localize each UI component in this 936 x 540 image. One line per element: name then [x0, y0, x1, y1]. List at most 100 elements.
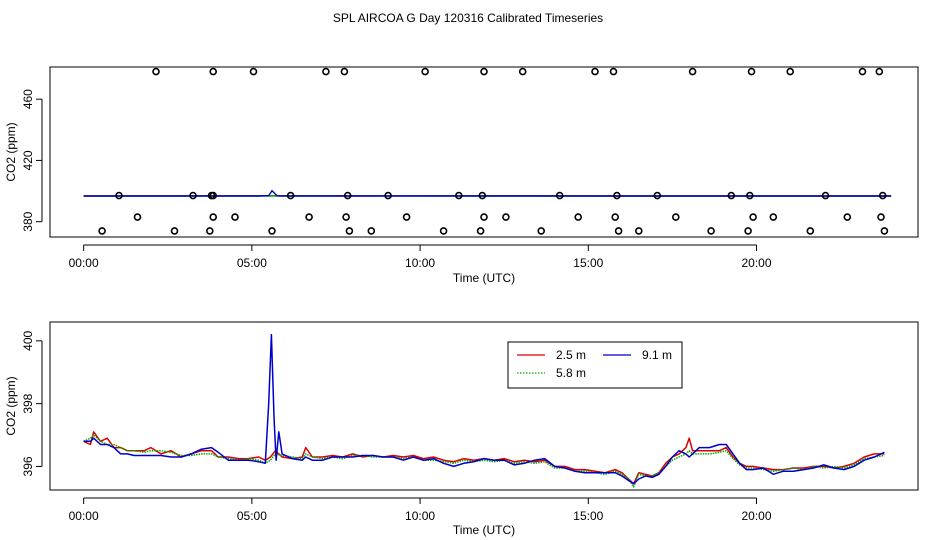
bottom-x-tick-label: 20:00 [741, 509, 771, 523]
top-data-point [480, 213, 488, 221]
top-data-point [345, 227, 354, 235]
top-data-point [749, 213, 757, 221]
top-data-point [877, 213, 885, 221]
top-x-tick-label: 20:00 [741, 256, 771, 270]
top-y-tick-label: 380 [21, 211, 35, 231]
top-data-point [518, 67, 527, 76]
bottom-xlabel: Time (UTC) [453, 523, 515, 537]
bottom-x-tick-label: 10:00 [405, 509, 435, 523]
legend-label-9-1m: 9.1 m [642, 348, 672, 362]
top-data-point [609, 67, 618, 76]
top-data-point [268, 227, 276, 235]
top-data-point [152, 67, 160, 76]
top-ylabel: CO2 (ppm) [4, 122, 18, 181]
top-points [98, 67, 889, 235]
bottom-series-line-1 [83, 434, 885, 488]
top-plot-frame [49, 66, 919, 238]
top-data-point [727, 191, 736, 200]
legend-box [507, 341, 683, 389]
top-data-point [305, 213, 313, 221]
top-data-point [878, 191, 887, 200]
bottom-series-line-2 [83, 333, 885, 485]
top-data-point [786, 67, 795, 76]
top-data-point [574, 213, 583, 221]
top-data-point [634, 227, 643, 235]
top-data-point [209, 191, 217, 200]
bottom-ylabel: CO2 (ppm) [4, 376, 18, 435]
top-data-point [367, 227, 376, 235]
top-data-point [653, 191, 662, 200]
bottom-y-tick-label: 398 [21, 393, 35, 413]
bottom-plot-frame [49, 321, 919, 491]
top-data-point [478, 191, 487, 200]
bottom-y-tick-label: 400 [21, 331, 35, 351]
top-data-point [843, 213, 852, 221]
top-data-point [806, 227, 815, 235]
bottom-series [83, 333, 885, 488]
bottom-panel: 00:00 05:00 10:00 15:00 20:00 396 398 400 Time … [4, 321, 919, 537]
top-data-point [421, 67, 429, 76]
top-x-tick-label: 00:00 [69, 256, 99, 270]
top-data-point [170, 227, 179, 235]
top-data-point [613, 191, 621, 200]
top-data-point [206, 227, 214, 235]
top-data-point [340, 67, 349, 76]
top-data-point [189, 191, 197, 200]
bottom-y-tick-label: 396 [21, 456, 35, 476]
top-data-point [537, 227, 546, 235]
top-series-line-2 [83, 189, 892, 197]
top-x-tick-label: 05:00 [237, 256, 267, 270]
chart-title: SPL AIRCOA G Day 120316 Calibrated Times… [333, 11, 603, 25]
top-data-point [384, 191, 392, 200]
top-lines [83, 189, 892, 197]
top-data-point [591, 67, 599, 76]
top-panel: 00:00 05:00 10:00 15:00 20:00 380 420 460 Time … [4, 66, 919, 285]
top-data-point [744, 227, 752, 235]
top-data-point [611, 213, 620, 221]
top-x-tick-label: 15:00 [573, 256, 603, 270]
top-data-point [249, 67, 258, 76]
top-data-point [133, 213, 142, 221]
bottom-x-tick-label: 15:00 [573, 509, 603, 523]
top-data-point [821, 191, 830, 200]
top-data-point [745, 191, 754, 200]
top-data-point [480, 67, 488, 76]
top-data-point [858, 67, 867, 76]
top-data-point [707, 227, 715, 235]
top-data-point [502, 213, 510, 221]
top-data-point [286, 191, 295, 200]
top-data-point [343, 191, 352, 200]
top-data-point [454, 191, 463, 200]
bottom-x-tick-label: 00:00 [69, 509, 99, 523]
top-y-tick-label: 460 [21, 89, 35, 109]
top-data-point [747, 67, 756, 76]
top-data-point [769, 213, 778, 221]
legend-label-2-5m: 2.5 m [556, 348, 586, 362]
top-data-point [439, 227, 448, 235]
top-data-point [322, 67, 330, 76]
bottom-axes: 00:00 05:00 10:00 15:00 20:00 396 398 400 [21, 331, 772, 523]
top-data-point [342, 213, 350, 221]
top-data-point [880, 227, 889, 235]
legend-label-5-8m: 5.8 m [556, 366, 586, 380]
top-y-tick-label: 420 [21, 150, 35, 170]
top-x-tick-label: 10:00 [405, 256, 435, 270]
top-data-point [98, 227, 106, 235]
top-data-point [555, 191, 564, 200]
top-axes: 00:00 05:00 10:00 15:00 20:00 380 420 460 [21, 89, 772, 270]
top-data-point [209, 213, 217, 221]
top-data-point [875, 67, 884, 76]
top-data-point [231, 213, 239, 221]
top-data-point [688, 67, 697, 76]
top-data-point [402, 213, 411, 221]
top-data-point [115, 191, 123, 200]
top-data-point [671, 213, 680, 221]
bottom-x-tick-label: 05:00 [237, 509, 267, 523]
legend: 2.5 m 9.1 m 5.8 m [507, 341, 683, 389]
top-data-point [614, 227, 623, 235]
top-data-point [476, 227, 485, 235]
bottom-series-line-0 [83, 431, 885, 485]
top-data-point [209, 67, 217, 76]
top-xlabel: Time (UTC) [453, 271, 515, 285]
